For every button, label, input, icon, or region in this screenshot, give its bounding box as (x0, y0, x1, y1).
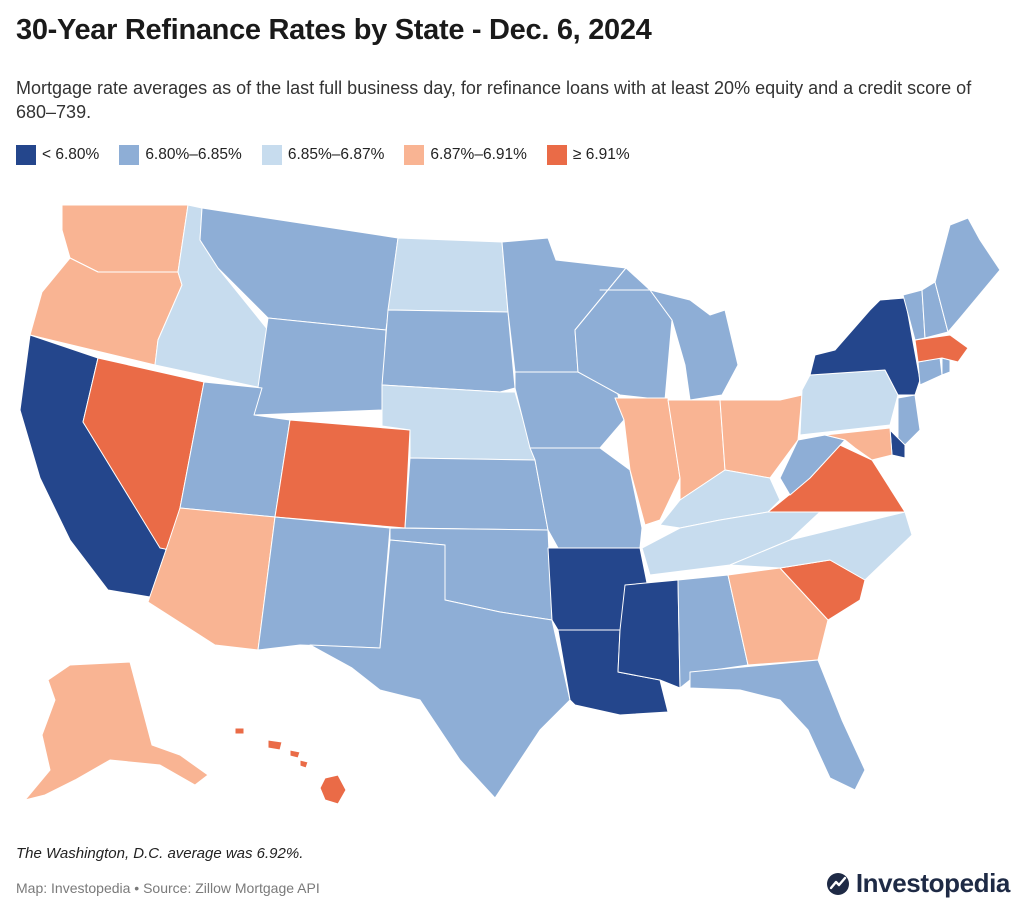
state-co (274, 419, 411, 529)
legend: < 6.80% 6.80%–6.85% 6.85%–6.87% 6.87%–6.… (16, 145, 650, 165)
state-wa (61, 204, 189, 273)
source-credit: Map: Investopedia • Source: Zillow Mortg… (16, 880, 320, 896)
state-pa (799, 369, 899, 436)
legend-label: < 6.80% (42, 146, 100, 163)
investopedia-logo: Investopedia (826, 868, 1010, 899)
legend-swatch (119, 145, 140, 165)
state-sd (381, 309, 516, 393)
legend-item-above-691: ≥ 6.91% (546, 145, 630, 165)
state-ma (914, 334, 969, 363)
state-ct (917, 357, 943, 386)
legend-label: 6.85%–6.87% (287, 146, 385, 163)
state-fl (689, 659, 866, 791)
legend-label: ≥ 6.91% (572, 146, 630, 163)
state-nd (387, 237, 509, 313)
state-mi (599, 289, 739, 401)
legend-swatch (546, 145, 567, 165)
legend-item-685-687: 6.85%–6.87% (261, 145, 385, 165)
state-wi (574, 267, 673, 401)
legend-item-680-685: 6.80%–6.85% (119, 145, 242, 165)
state-nc (729, 511, 913, 581)
legend-label: 6.80%–6.85% (145, 146, 242, 163)
state-me (934, 217, 1001, 333)
state-nm (257, 516, 391, 651)
legend-swatch (261, 145, 282, 165)
state-md (824, 427, 893, 461)
footnote-dc: The Washington, D.C. average was 6.92%. (16, 845, 304, 862)
map-title: 30-Year Refinance Rates by State - Dec. … (16, 14, 652, 46)
legend-item-below-680: < 6.80% (16, 145, 99, 165)
legend-label: 6.87%–6.91% (430, 146, 527, 163)
legend-swatch (16, 145, 36, 165)
state-hi (234, 727, 347, 805)
state-tx (309, 539, 571, 799)
legend-item-687-691: 6.87%–6.91% (404, 145, 527, 165)
state-wy (253, 317, 387, 416)
state-ms (617, 579, 681, 689)
state-ks (404, 457, 549, 531)
state-nj (897, 394, 921, 446)
legend-swatch (404, 145, 425, 165)
logo-mark-icon (826, 872, 849, 895)
state-ga (727, 567, 829, 666)
state-ri (941, 357, 951, 376)
map-subtitle: Mortgage rate averages as of the last fu… (16, 78, 972, 122)
state-ak (24, 661, 209, 801)
us-choropleth-map (0, 195, 1024, 835)
brand-name: Investopedia (855, 868, 1011, 898)
